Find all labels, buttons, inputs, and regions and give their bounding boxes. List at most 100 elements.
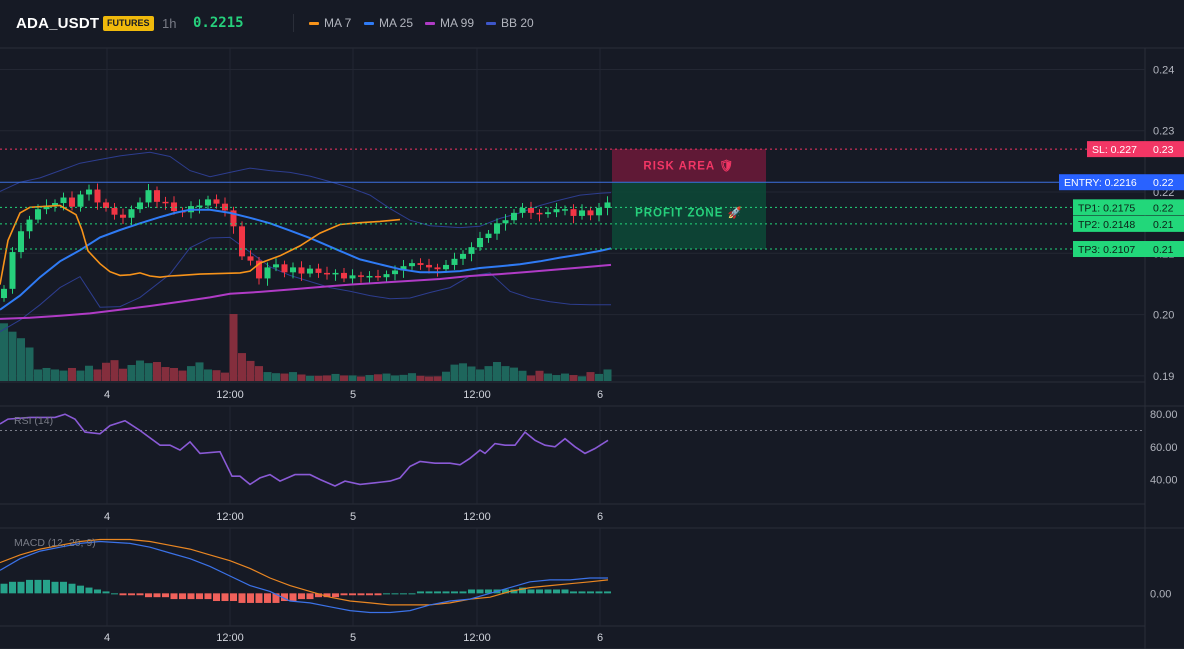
candle-body xyxy=(1,288,7,299)
macd-histogram-bar xyxy=(536,589,543,594)
volume-bar xyxy=(442,371,450,381)
volume-bar xyxy=(323,375,331,381)
ma99-line xyxy=(0,263,612,320)
macd-histogram-bar xyxy=(153,593,161,598)
macd-histogram-bar xyxy=(196,593,203,600)
rsi-title: RSI (14) xyxy=(14,415,53,427)
symbol-name[interactable]: ADA_USDT xyxy=(16,15,100,32)
volume-bar xyxy=(25,347,34,381)
macd-histogram-bar xyxy=(544,589,552,594)
level-axis-bg xyxy=(1145,174,1184,191)
macd-histogram-bar xyxy=(459,591,467,594)
candle-body xyxy=(400,266,407,271)
macd-tick-label: 0.00 xyxy=(1150,588,1171,600)
macd-histogram-bar xyxy=(51,581,59,594)
volume-bar xyxy=(459,363,467,381)
macd-histogram-bar xyxy=(442,591,450,594)
candle-body xyxy=(375,275,381,278)
candle-body xyxy=(434,267,441,270)
macd-histogram-bar xyxy=(374,593,382,596)
volume-bar xyxy=(51,369,59,381)
macd-histogram-bar xyxy=(332,593,339,598)
macd-histogram-bar xyxy=(510,589,518,594)
candle-body xyxy=(94,189,101,203)
volume-bar xyxy=(170,367,178,381)
legend-swatch-ma7 xyxy=(309,21,319,25)
macd-histogram-bar xyxy=(323,593,331,598)
macd-histogram-bar xyxy=(128,593,135,596)
macd-histogram-bar xyxy=(357,593,365,596)
legend-ma25[interactable]: MA 25 xyxy=(364,16,413,30)
legend-ma7[interactable]: MA 7 xyxy=(309,16,351,30)
candle-body xyxy=(570,209,577,216)
macd-histogram-bar xyxy=(119,593,127,596)
risk-area-label: RISK AREA 🛡 xyxy=(643,159,734,173)
candle-body xyxy=(579,210,585,216)
candle-body xyxy=(171,202,177,212)
candle-body xyxy=(205,199,211,206)
candle-body xyxy=(604,202,611,208)
volume-bar xyxy=(569,375,578,381)
bb-lower-line xyxy=(0,236,611,333)
candle-body xyxy=(443,264,449,270)
candle-body xyxy=(417,263,424,265)
level-label: TP3: 0.2107 xyxy=(1078,244,1135,256)
legend-ma99[interactable]: MA 99 xyxy=(425,16,474,30)
price-tick-label: 0.23 xyxy=(1153,126,1174,138)
volume-bar xyxy=(467,366,476,381)
candle-body xyxy=(383,274,390,278)
volume-bar xyxy=(59,370,68,381)
candle-body xyxy=(145,190,152,203)
candle-body xyxy=(120,214,126,218)
macd-histogram-bar xyxy=(85,587,93,594)
time-tick-label: 5 xyxy=(350,511,356,523)
candle-body xyxy=(341,272,347,279)
volume-bar xyxy=(433,376,442,381)
volume-bar xyxy=(535,370,544,381)
macd-histogram-bar xyxy=(383,593,390,595)
macd-histogram-bar xyxy=(187,593,195,600)
time-tick-label: 12:00 xyxy=(216,389,244,401)
candle-body xyxy=(519,207,526,213)
level-axis-label: 0.22 xyxy=(1153,202,1174,214)
price-tick-label: 0.19 xyxy=(1153,371,1174,383)
legend-label-bb20: BB 20 xyxy=(501,16,534,30)
candle-body xyxy=(332,272,339,275)
risk-area-zone xyxy=(612,149,766,183)
level-axis-label: 0.22 xyxy=(1153,177,1174,189)
time-tick-label: 4 xyxy=(104,389,110,401)
volume-bar xyxy=(331,373,340,381)
candle-body xyxy=(596,207,602,216)
volume-bar xyxy=(255,366,263,381)
volume-bar xyxy=(127,364,136,381)
macd-line xyxy=(0,540,608,614)
last-price: 0.2215 xyxy=(193,15,244,31)
candle-body xyxy=(264,267,271,279)
time-tick-label: 6 xyxy=(597,389,603,401)
candle-body xyxy=(426,264,432,268)
level-label-bg xyxy=(1073,241,1145,258)
timeframe-label[interactable]: 1h xyxy=(162,16,177,31)
candle-body xyxy=(358,275,364,277)
macd-histogram-bar xyxy=(315,593,322,598)
volume-bar xyxy=(391,375,399,381)
volume-bar xyxy=(110,360,119,381)
volume-bar xyxy=(306,375,314,381)
time-tick-label: 12:00 xyxy=(216,632,244,644)
macd-histogram-bar xyxy=(34,579,42,594)
volume-bar xyxy=(144,363,153,381)
volume-bar xyxy=(34,369,42,381)
macd-histogram-bar xyxy=(485,589,492,594)
macd-histogram-bar xyxy=(561,589,569,594)
volume-bar xyxy=(374,374,382,381)
candle-body xyxy=(553,209,560,213)
ma25-line xyxy=(0,208,612,311)
macd-histogram-bar xyxy=(349,593,356,596)
macd-histogram-bar xyxy=(43,579,50,594)
macd-histogram-bar xyxy=(9,581,16,594)
macd-histogram-bar xyxy=(60,581,67,594)
legend-bb20[interactable]: BB 20 xyxy=(486,16,534,30)
level-axis-label: 0.23 xyxy=(1153,144,1174,156)
